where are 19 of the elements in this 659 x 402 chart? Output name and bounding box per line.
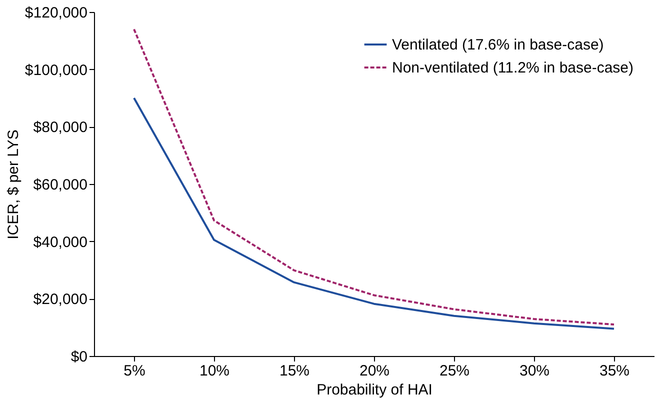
y-tick-label: $20,000	[33, 291, 88, 308]
x-tick-label: 20%	[359, 362, 390, 380]
x-tick-label: 10%	[199, 362, 230, 380]
x-axis-title: Probability of HAI	[316, 382, 432, 398]
legend-label: Non-ventilated (11.2% in base-case)	[392, 60, 634, 76]
y-tick-label: $40,000	[33, 234, 88, 251]
y-tick-label: $120,000	[24, 4, 88, 22]
x-tick-label: 5%	[124, 362, 146, 380]
y-tick-label: $60,000	[33, 176, 88, 194]
y-axis-title: ICER, $ per LYS	[4, 130, 22, 240]
y-tick-label: $0	[70, 348, 88, 366]
line-series	[133, 97, 615, 330]
x-tick-label: 25%	[439, 362, 470, 380]
x-tick-label: 35%	[599, 362, 630, 380]
legend-label: Ventilated (17.6% in base-case)	[392, 36, 604, 54]
y-tick-label: $80,000	[33, 119, 88, 136]
y-tick-label: $100,000	[24, 62, 88, 79]
x-tick-label: 15%	[279, 362, 310, 380]
x-tick-label: 30%	[519, 362, 550, 380]
